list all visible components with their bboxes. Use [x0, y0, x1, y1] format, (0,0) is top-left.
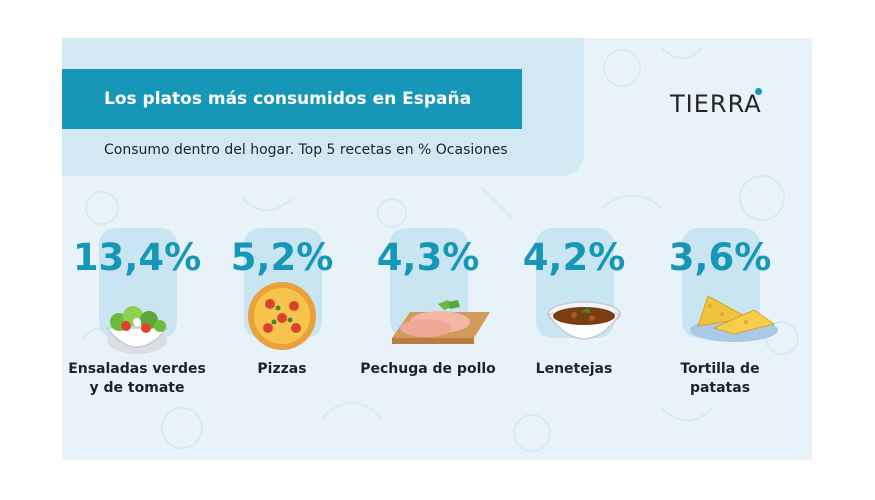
salad-bowl-icon — [105, 306, 169, 354]
value-label: 5,2% — [230, 236, 334, 279]
infographic-card: Los platos más consumidos en España Cons… — [62, 38, 812, 460]
category-label-line: Lenetejas — [535, 361, 613, 377]
chart-subtitle: Consumo dentro del hogar. Top 5 recetas … — [104, 142, 508, 158]
category-label: Lenetejas — [504, 360, 644, 379]
category-label-line: Ensaladas verdes — [68, 361, 206, 377]
title-bar: Los platos más consumidos en España — [62, 69, 522, 129]
value-label: 4,2% — [522, 236, 626, 279]
category-label-line: Pechuga de pollo — [360, 361, 496, 377]
potato-omelette-icon — [690, 295, 778, 342]
chart-title: Los platos más consumidos en España — [104, 89, 472, 109]
logo-dot-icon — [755, 88, 762, 95]
category-label-line: Tortilla de — [680, 361, 760, 377]
value-label: 3,6% — [668, 236, 772, 279]
brand-logo: TIERRA — [670, 90, 762, 118]
category-label: Ensaladas verdes y de tomate — [67, 360, 207, 398]
chicken-breast-icon — [392, 300, 490, 344]
category-label-line: patatas — [689, 380, 751, 396]
category-label: Tortilla de patatas — [650, 360, 790, 398]
pizza-icon — [248, 282, 316, 350]
lentil-soup-icon — [546, 301, 622, 340]
category-label-line: Pizzas — [257, 361, 307, 377]
category-label: Pizzas — [212, 360, 352, 379]
category-label-line: y de tomate — [89, 380, 185, 396]
value-label: 4,3% — [376, 236, 480, 279]
value-label: 13,4% — [72, 236, 202, 279]
background-pattern — [81, 47, 799, 452]
category-label: Pechuga de pollo — [358, 360, 498, 379]
